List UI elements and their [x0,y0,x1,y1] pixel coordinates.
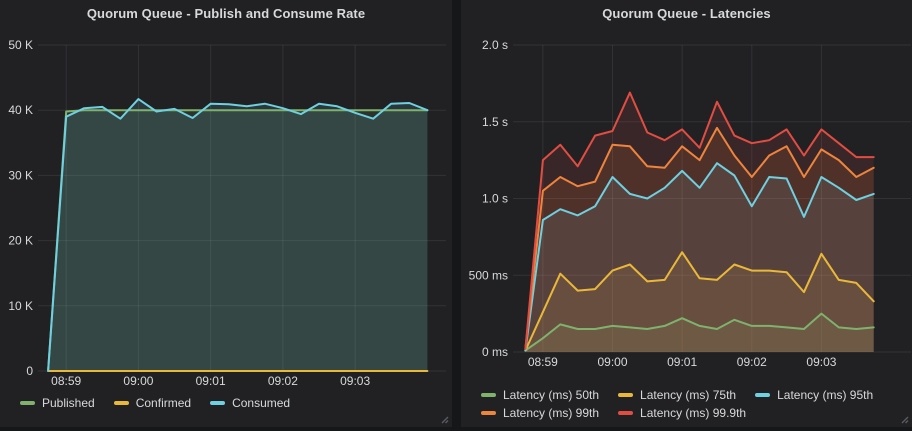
legend-item-latency-ms-99th[interactable]: Latency (ms) 99th [481,406,599,420]
series-fill [48,110,428,371]
x-tick-label: 09:03 [806,355,836,369]
grid [513,44,911,353]
legend-swatch-icon [113,401,129,405]
legend-label: Latency (ms) 99th [503,406,600,420]
legend-item-latency-ms-95th[interactable]: Latency (ms) 95th [755,388,873,402]
series-line-latency-ms-99-9th[interactable] [524,91,875,350]
series-fills [525,92,874,353]
series-fill [48,99,428,371]
legend-label: Latency (ms) 99.9th [640,406,747,420]
x-tick-label: 09:03 [340,374,370,388]
legend-label: Latency (ms) 95th [777,388,874,402]
y-tick-label: 50 K [8,38,33,52]
series-line-latency-ms-50th[interactable] [524,312,875,352]
y-tick-label: 20 K [8,234,33,248]
legend-label: Latency (ms) 50th [503,388,600,402]
legend-item-consumed[interactable]: Consumed [210,396,290,410]
y-tick-label: 10 K [8,299,33,313]
y-tick-label: 1.0 s [482,192,508,206]
series-fills [48,99,428,371]
panel-title: Quorum Queue - Latencies [602,6,771,21]
series-line-published[interactable] [47,109,429,372]
series-fill [525,313,874,352]
legend-label: Consumed [232,396,291,410]
legend-swatch-icon [618,393,634,397]
legend-item-latency-ms-75th[interactable]: Latency (ms) 75th [618,388,736,402]
axis-labels: 0 10 K 20 K 30 K 40 K 50 K 08:59 09:00 09:01 09:0… [8,38,370,388]
x-tick-label: 09:01 [667,355,697,369]
x-tick-label: 08:59 [51,374,81,388]
legend-swatch-icon [618,411,634,415]
panel-header-latencies[interactable]: Quorum Queue - Latencies [461,0,912,27]
legend-row: Latency (ms) 99th Latency (ms) 99.9th [481,406,912,420]
legend-label: Confirmed [135,396,192,410]
x-tick-label: 09:02 [268,374,298,388]
y-tick-label: 1.5 s [482,115,508,129]
series-fill [525,163,874,352]
x-tick-label: 09:00 [123,374,153,388]
legend-label: Published [42,396,95,410]
legend-row: Published Confirmed Consumed [20,396,452,410]
legend-label: Latency (ms) 75th [640,388,737,402]
latencies-legend: Latency (ms) 50th Latency (ms) 75th Latenc… [461,385,912,424]
x-tick-label: 08:59 [528,355,558,369]
legend-row: Latency (ms) 50th Latency (ms) 75th Latenc… [481,388,912,402]
y-tick-label: 0 [26,364,33,378]
panel-title: Quorum Queue - Publish and Consume Rate [86,6,366,21]
x-tick-label: 09:01 [196,374,226,388]
publish-consume-chart[interactable]: 0 10 K 20 K 30 K 40 K 50 K 08:59 09:00 09:01 09:0… [0,27,452,393]
y-tick-label: 30 K [8,168,33,182]
panel-latencies: Quorum Queue - Latencies 0 ms 500 ms 1.0 s… [461,0,912,427]
series-line-latency-ms-95th[interactable] [524,162,875,352]
y-tick-label: 2.0 s [482,38,508,52]
legend-item-latency-ms-50th[interactable]: Latency (ms) 50th [481,388,599,402]
latencies-chart[interactable]: 0 ms 500 ms 1.0 s 1.5 s 2.0 s 08:59 09:00 09:01… [461,27,912,385]
panel-resize-handle-icon[interactable] [900,415,909,424]
series-line-latency-ms-75th[interactable] [524,251,875,352]
y-tick-label: 40 K [8,103,33,117]
axis-labels: 0 ms 500 ms 1.0 s 1.5 s 2.0 s 08:59 09:00 09:01… [469,38,837,369]
publish-consume-legend: Published Confirmed Consumed [0,393,452,414]
legend-item-published[interactable]: Published [20,396,95,410]
legend-item-latency-ms-99-9th[interactable]: Latency (ms) 99.9th [618,406,746,420]
series-line-latency-ms-99th[interactable] [524,126,875,350]
series-line-consumed[interactable] [47,98,429,372]
legend-item-confirmed[interactable]: Confirmed [113,396,192,410]
x-tick-label: 09:00 [597,355,627,369]
x-tick-label: 09:02 [737,355,767,369]
panel-resize-handle-icon[interactable] [440,415,449,424]
legend-swatch-icon [210,401,226,405]
series-fill [525,127,874,353]
legend-swatch-icon [481,393,496,397]
legend-swatch-icon [481,411,496,415]
legend-swatch-icon [20,401,35,405]
legend-swatch-icon [755,393,771,397]
y-tick-label: 500 ms [469,268,508,282]
series-fill [525,92,874,352]
y-tick-label: 0 ms [482,345,508,359]
panel-header-publish-consume[interactable]: Quorum Queue - Publish and Consume Rate [0,0,452,27]
panel-publish-consume-rate: Quorum Queue - Publish and Consume Rate … [0,0,452,427]
